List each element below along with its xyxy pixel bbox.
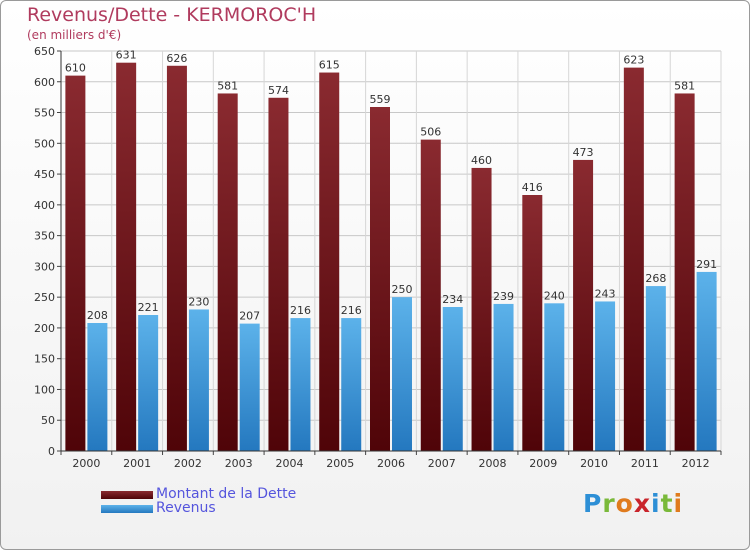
legend-label-dette: Montant de la Dette: [156, 486, 297, 502]
bar-revenus: [239, 323, 260, 451]
data-label: 240: [544, 289, 565, 302]
data-label: 416: [522, 181, 543, 194]
bar-revenus: [188, 309, 209, 451]
legend-swatch-revenus: [101, 505, 153, 513]
x-tick-label: 2007: [428, 457, 456, 470]
y-tick-label: 500: [34, 137, 55, 150]
bar-dette: [319, 72, 340, 452]
proxiti-logo: Proxiti: [583, 489, 683, 518]
bar-dette: [573, 159, 594, 451]
data-label: 250: [392, 283, 413, 296]
x-tick-label: 2001: [123, 457, 151, 470]
bar-revenus: [493, 303, 514, 451]
bar-dette: [217, 93, 238, 451]
data-label: 559: [370, 93, 391, 106]
data-label: 291: [696, 258, 717, 271]
data-label: 581: [674, 79, 695, 92]
data-label: 221: [138, 301, 159, 314]
logo-letter: t: [660, 489, 674, 518]
y-tick-label: 150: [34, 353, 55, 366]
bar-dette: [420, 139, 441, 451]
x-tick-label: 2003: [225, 457, 253, 470]
data-label: 208: [87, 309, 108, 322]
bar-dette: [166, 65, 187, 452]
data-label: 610: [65, 62, 86, 75]
data-label: 268: [645, 272, 666, 285]
bar-revenus: [392, 297, 412, 451]
x-tick-label: 2011: [631, 457, 659, 470]
data-label: 581: [217, 79, 238, 92]
bar-revenus: [138, 315, 159, 451]
data-label: 506: [420, 126, 441, 139]
data-label: 239: [493, 290, 514, 303]
data-label: 234: [442, 293, 463, 306]
y-tick-label: 0: [48, 445, 55, 458]
bar-dette: [116, 62, 137, 451]
data-labels: 610 208 631 221 626 230 581 207 574 216 615 216 559 2…: [65, 49, 717, 323]
bar-dette: [471, 167, 492, 451]
x-tick-label: 2010: [580, 457, 608, 470]
x-tick-label: 2002: [174, 457, 202, 470]
y-tick-label: 350: [34, 230, 55, 243]
x-tick-label: 2012: [682, 457, 710, 470]
y-tick-label: 650: [34, 45, 55, 58]
axes: 0 50 100 150 200 250 300 350 400 450 500 550 600 650 2…: [34, 45, 722, 470]
legend-label-revenus: Revenus: [156, 500, 216, 516]
data-label: 243: [595, 287, 616, 300]
logo-letter: r: [602, 489, 616, 518]
x-tick-label: 2008: [479, 457, 507, 470]
y-tick-label: 250: [34, 291, 55, 304]
logo-letter: P: [583, 489, 603, 518]
data-label: 207: [239, 310, 260, 323]
bar-dette: [370, 107, 390, 451]
y-tick-label: 200: [34, 322, 55, 335]
logo-letter: i: [651, 489, 661, 518]
data-label: 574: [268, 84, 289, 97]
y-tick-label: 100: [34, 383, 55, 396]
logo-letter: o: [615, 489, 634, 518]
bar-revenus: [544, 303, 565, 451]
data-label: 631: [116, 49, 137, 62]
grid-lines: [60, 50, 722, 452]
x-tick-label: 2005: [326, 457, 354, 470]
data-label: 230: [188, 295, 209, 308]
data-label: 615: [319, 59, 340, 72]
data-label: 473: [573, 146, 594, 159]
y-tick-label: 600: [34, 76, 55, 89]
bar-dette: [674, 93, 695, 451]
x-tick-label: 2000: [72, 457, 100, 470]
y-tick-label: 300: [34, 260, 55, 273]
data-label: 626: [166, 52, 187, 65]
y-tick-label: 400: [34, 199, 55, 212]
bar-dette: [268, 97, 289, 452]
legend-swatch-dette: [101, 491, 153, 499]
bar-revenus: [87, 323, 108, 451]
y-tick-label: 450: [34, 168, 55, 181]
x-tick-label: 2004: [275, 457, 303, 470]
bar-dette: [65, 75, 86, 451]
x-tick-label: 2009: [529, 457, 557, 470]
x-tick-label: 2006: [377, 457, 405, 470]
logo-letter: i: [673, 489, 684, 518]
data-label: 623: [623, 54, 644, 67]
bar-dette: [522, 195, 543, 451]
bars: [65, 62, 717, 452]
bar-dette: [623, 67, 644, 451]
data-label: 460: [471, 154, 492, 167]
chart-subtitle: (en milliers d'€): [27, 28, 122, 42]
logo-letter: x: [633, 489, 651, 518]
data-label: 216: [290, 304, 311, 317]
y-tick-label: 550: [34, 107, 55, 120]
chart-title: Revenus/Dette - KERMOROC'H: [27, 4, 317, 26]
data-label: 216: [341, 304, 362, 317]
bar-revenus: [595, 301, 616, 451]
bar-revenus: [442, 307, 463, 451]
bar-revenus: [696, 271, 717, 451]
bar-revenus: [290, 318, 311, 451]
bar-revenus: [341, 318, 362, 451]
bar-revenus: [645, 286, 666, 451]
y-tick-label: 50: [41, 414, 55, 427]
